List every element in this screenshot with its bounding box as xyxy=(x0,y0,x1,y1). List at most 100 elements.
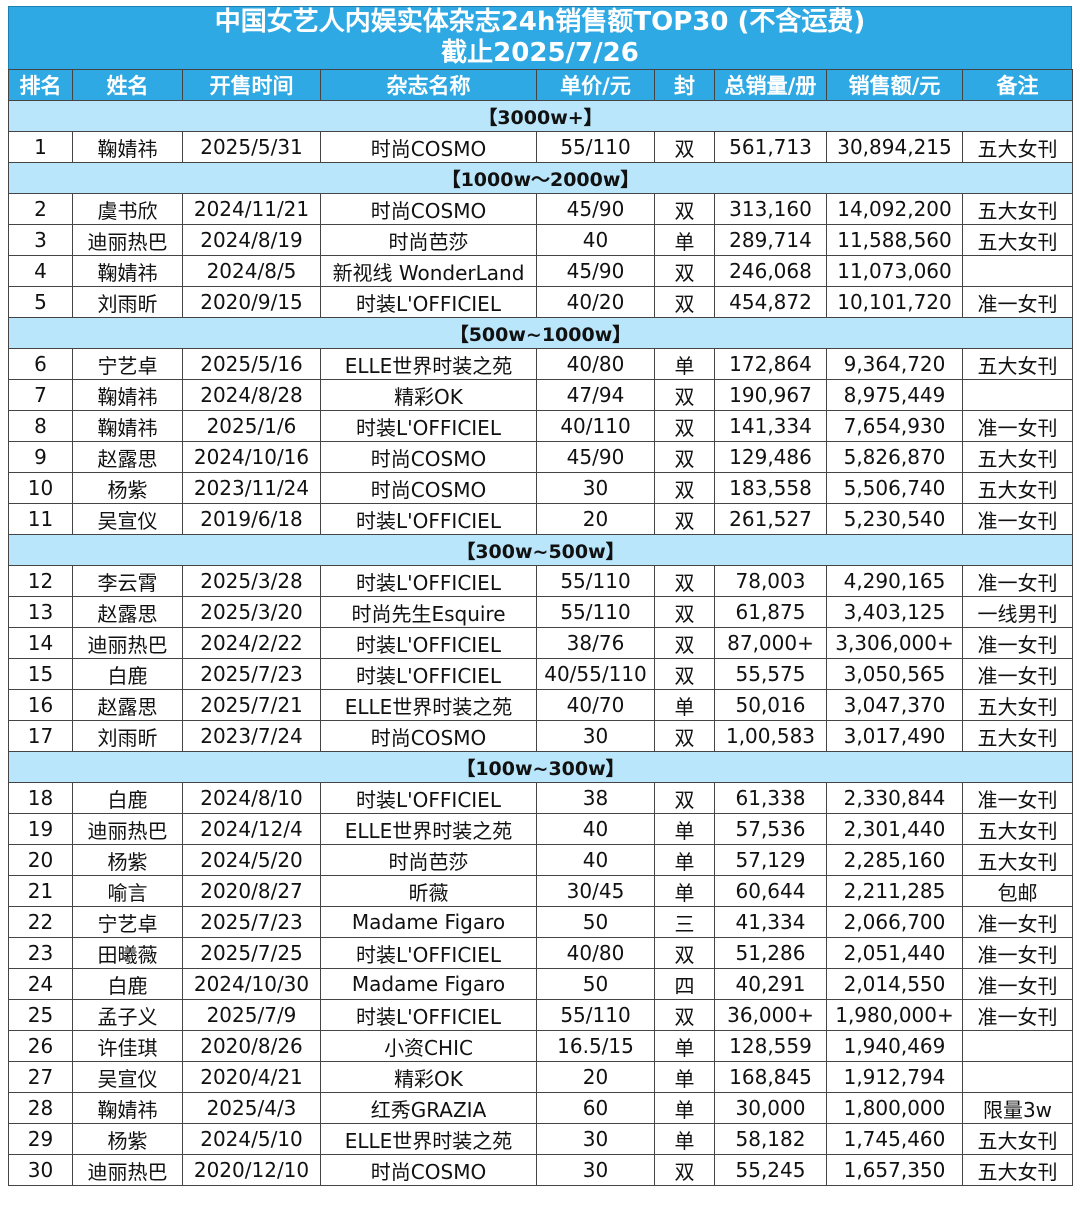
cell-rank: 14 xyxy=(8,627,73,659)
header-rank: 排名 xyxy=(8,69,73,101)
cell-unit-price: 40 xyxy=(536,224,655,256)
cell-total-volume: 183,558 xyxy=(714,472,827,504)
cell-sales-amount: 10,101,720 xyxy=(826,286,963,318)
cell-release-date: 2025/7/23 xyxy=(182,658,321,690)
cell-cover: 双 xyxy=(654,720,715,752)
group-row: 【100w~300w】 xyxy=(8,751,1073,783)
cell-name: 杨紫 xyxy=(72,844,183,876)
cell-sales-amount: 30,894,215 xyxy=(826,131,963,163)
cell-release-date: 2024/12/4 xyxy=(182,813,321,845)
cell-name: 白鹿 xyxy=(72,658,183,690)
table-row: 6 宁艺卓 2025/5/16 ELLE世界时装之苑 40/80 单 172,864 9,36… xyxy=(8,348,1073,380)
cell-sales-amount: 3,306,000+ xyxy=(826,627,963,659)
cell-note: 准一女刊 xyxy=(962,286,1073,318)
table-row: 17 刘雨昕 2023/7/24 时尚COSMO 30 双 1,00,583 3,017,49… xyxy=(8,720,1073,752)
cell-total-volume: 246,068 xyxy=(714,255,827,287)
cell-sales-amount: 8,975,449 xyxy=(826,379,963,411)
table-row: 29 杨紫 2024/5/10 ELLE世界时装之苑 30 单 58,182 1,745,46… xyxy=(8,1123,1073,1155)
cell-cover: 双 xyxy=(654,782,715,814)
cell-total-volume: 57,536 xyxy=(714,813,827,845)
cell-rank: 30 xyxy=(8,1154,73,1186)
cell-release-date: 2025/5/31 xyxy=(182,131,321,163)
cell-release-date: 2020/8/26 xyxy=(182,1030,321,1062)
cell-note: 五大女刊 xyxy=(962,193,1073,225)
cell-release-date: 2020/4/21 xyxy=(182,1061,321,1093)
cell-unit-price: 30 xyxy=(536,1154,655,1186)
cell-magazine: Madame Figaro xyxy=(320,906,537,938)
cell-release-date: 2024/5/20 xyxy=(182,844,321,876)
cell-rank: 26 xyxy=(8,1030,73,1062)
table-row: 21 喻言 2020/8/27 昕薇 30/45 单 60,644 2,211,285 包邮 xyxy=(8,875,1073,907)
cell-cover: 单 xyxy=(654,1061,715,1093)
cell-name: 许佳琪 xyxy=(72,1030,183,1062)
cell-magazine: 小资CHIC xyxy=(320,1030,537,1062)
cell-sales-amount: 11,588,560 xyxy=(826,224,963,256)
header-magazine: 杂志名称 xyxy=(320,69,537,101)
cell-rank: 13 xyxy=(8,596,73,628)
ranking-sheet: 中国女艺人内娱实体杂志24h销售额TOP30 (不含运费) 截止2025/7/2… xyxy=(8,6,1073,1186)
group-label: 【300w~500w】 xyxy=(8,534,1073,566)
cell-release-date: 2024/10/16 xyxy=(182,441,321,473)
cell-name: 刘雨昕 xyxy=(72,720,183,752)
cell-cover: 单 xyxy=(654,689,715,721)
table-row: 4 鞠婧祎 2024/8/5 新视线 WonderLand 45/90 双 246,068 1… xyxy=(8,255,1073,287)
cell-rank: 10 xyxy=(8,472,73,504)
cell-total-volume: 30,000 xyxy=(714,1092,827,1124)
cell-unit-price: 55/110 xyxy=(536,565,655,597)
cell-magazine: 时尚芭莎 xyxy=(320,224,537,256)
cell-magazine: 精彩OK xyxy=(320,1061,537,1093)
cell-cover: 双 xyxy=(654,472,715,504)
group-label: 【500w~1000w】 xyxy=(8,317,1073,349)
cell-magazine: 昕薇 xyxy=(320,875,537,907)
cell-unit-price: 50 xyxy=(536,968,655,1000)
cell-rank: 28 xyxy=(8,1092,73,1124)
cell-note xyxy=(962,379,1073,411)
cell-magazine: 时尚COSMO xyxy=(320,193,537,225)
table-row: 24 白鹿 2024/10/30 Madame Figaro 50 四 40,291 2,01… xyxy=(8,968,1073,1000)
cell-name: 孟子义 xyxy=(72,999,183,1031)
cell-magazine: ELLE世界时装之苑 xyxy=(320,348,537,380)
cell-release-date: 2025/5/16 xyxy=(182,348,321,380)
table-row: 8 鞠婧祎 2025/1/6 时装L'OFFICIEL 40/110 双 141,334 7,… xyxy=(8,410,1073,442)
cell-sales-amount: 4,290,165 xyxy=(826,565,963,597)
cell-note: 五大女刊 xyxy=(962,224,1073,256)
cell-unit-price: 38 xyxy=(536,782,655,814)
cell-cover: 双 xyxy=(654,565,715,597)
cell-magazine: ELLE世界时装之苑 xyxy=(320,1123,537,1155)
cell-magazine: 时尚芭莎 xyxy=(320,844,537,876)
cell-cover: 双 xyxy=(654,193,715,225)
group-label: 【100w~300w】 xyxy=(8,751,1073,783)
header-row: 排名 姓名 开售时间 杂志名称 单价/元 封 总销量/册 销售额/元 备注 xyxy=(8,69,1073,101)
header-cover: 封 xyxy=(654,69,715,101)
cell-unit-price: 40 xyxy=(536,844,655,876)
cell-total-volume: 40,291 xyxy=(714,968,827,1000)
cell-cover: 双 xyxy=(654,410,715,442)
cell-note: 准一女刊 xyxy=(962,410,1073,442)
cell-rank: 12 xyxy=(8,565,73,597)
cell-rank: 22 xyxy=(8,906,73,938)
cell-rank: 5 xyxy=(8,286,73,318)
cell-name: 白鹿 xyxy=(72,782,183,814)
cell-cover: 双 xyxy=(654,627,715,659)
cell-name: 刘雨昕 xyxy=(72,286,183,318)
cell-cover: 双 xyxy=(654,1154,715,1186)
cell-rank: 19 xyxy=(8,813,73,845)
cell-sales-amount: 2,066,700 xyxy=(826,906,963,938)
cell-release-date: 2023/11/24 xyxy=(182,472,321,504)
cell-sales-amount: 2,211,285 xyxy=(826,875,963,907)
cell-unit-price: 20 xyxy=(536,503,655,535)
cell-sales-amount: 5,230,540 xyxy=(826,503,963,535)
cell-total-volume: 78,003 xyxy=(714,565,827,597)
cell-unit-price: 50 xyxy=(536,906,655,938)
cell-note: 五大女刊 xyxy=(962,689,1073,721)
cell-total-volume: 36,000+ xyxy=(714,999,827,1031)
cell-unit-price: 45/90 xyxy=(536,441,655,473)
cell-sales-amount: 1,800,000 xyxy=(826,1092,963,1124)
cell-total-volume: 60,644 xyxy=(714,875,827,907)
table-row: 19 迪丽热巴 2024/12/4 ELLE世界时装之苑 40 单 57,536 2,301,… xyxy=(8,813,1073,845)
cell-rank: 20 xyxy=(8,844,73,876)
cell-magazine: ELLE世界时装之苑 xyxy=(320,689,537,721)
header-name: 姓名 xyxy=(72,69,183,101)
cell-release-date: 2024/8/10 xyxy=(182,782,321,814)
group-row: 【3000w+】 xyxy=(8,100,1073,132)
